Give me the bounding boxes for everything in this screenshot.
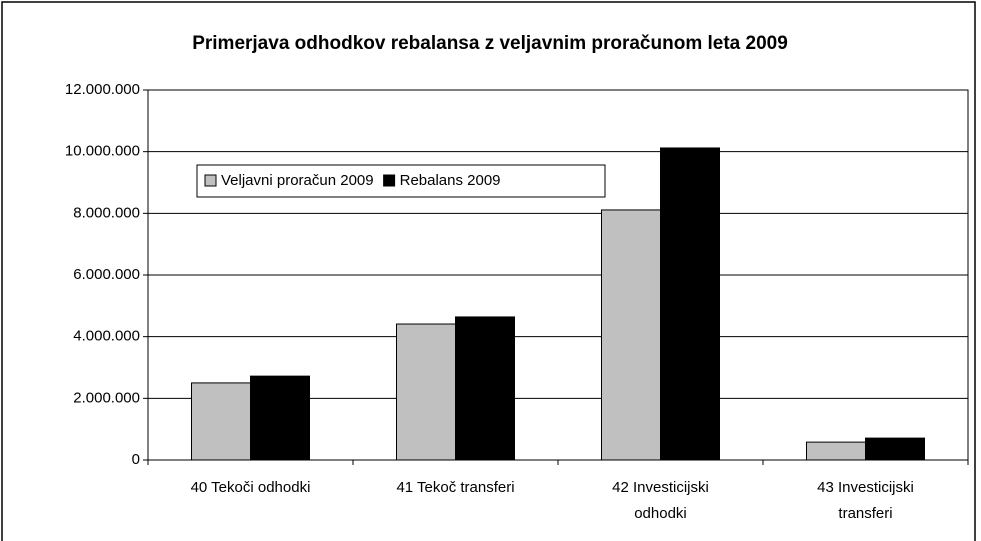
legend-box: [196, 164, 606, 198]
y-tick-label: 4.000.000: [73, 328, 140, 345]
y-tick-label: 8.000.000: [73, 204, 140, 221]
bar: [396, 323, 456, 461]
chart-title: Primerjava odhodkov rebalansa z veljavni…: [192, 33, 788, 54]
legend-swatch: [204, 174, 217, 187]
bar: [455, 316, 515, 461]
x-tick-label: 43 Investicijski transferi: [817, 479, 914, 522]
bar: [191, 382, 251, 461]
x-tick-label: 40 Tekoči odhodki: [191, 479, 311, 496]
bar: [806, 441, 866, 461]
y-tick-label: 6.000.000: [73, 266, 140, 283]
x-tick-label: 42 Investicijski odhodki: [612, 479, 709, 522]
y-tick-label: 0: [132, 451, 140, 468]
y-tick-label: 12.000.000: [65, 81, 140, 98]
legend-label: Rebalans 2009: [400, 172, 501, 189]
bar: [660, 147, 720, 461]
bar: [250, 375, 310, 461]
y-tick-label: 10.000.000: [65, 143, 140, 160]
legend-label: Veljavni proračun 2009: [221, 172, 374, 189]
legend-swatch: [383, 174, 396, 187]
y-tick-label: 2.000.000: [73, 389, 140, 406]
x-tick-label: 41 Tekoč transferi: [396, 479, 514, 496]
bar: [865, 437, 925, 461]
bar: [601, 209, 661, 461]
